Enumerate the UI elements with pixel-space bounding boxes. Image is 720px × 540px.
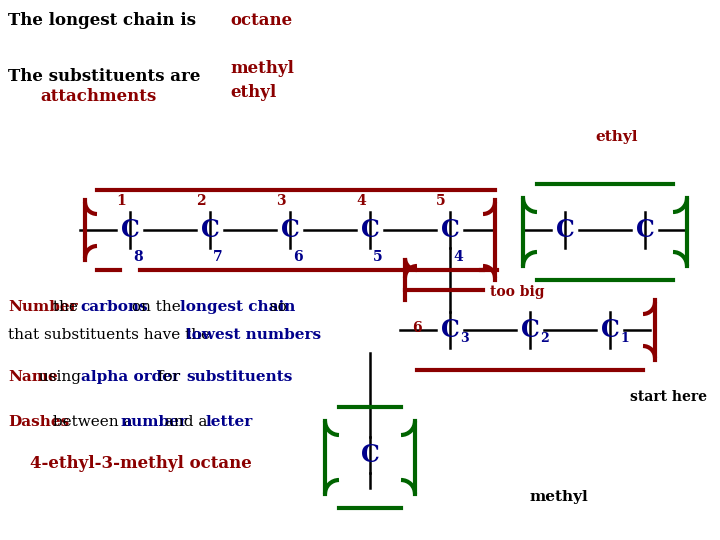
Text: Name: Name: [8, 370, 58, 384]
Text: ethyl: ethyl: [595, 130, 637, 144]
Text: letter: letter: [206, 415, 253, 429]
Text: longest chain: longest chain: [179, 300, 295, 314]
Text: C: C: [521, 318, 539, 342]
Text: for: for: [153, 370, 185, 384]
Text: 5: 5: [373, 250, 382, 264]
Text: carbons: carbons: [81, 300, 148, 314]
Text: alpha order: alpha order: [81, 370, 179, 384]
Text: 4-ethyl-3-methyl octane: 4-ethyl-3-methyl octane: [30, 455, 252, 472]
Text: 6: 6: [412, 321, 422, 335]
Text: C: C: [361, 443, 379, 467]
Text: 6: 6: [293, 250, 302, 264]
Text: octane: octane: [230, 12, 292, 29]
Text: The substituents are: The substituents are: [8, 68, 200, 85]
Text: 4: 4: [453, 250, 463, 264]
Text: ethyl: ethyl: [230, 84, 276, 101]
Text: C: C: [600, 318, 619, 342]
Text: C: C: [636, 218, 654, 242]
Text: number: number: [120, 415, 187, 429]
Text: C: C: [281, 218, 300, 242]
Text: C: C: [361, 218, 379, 242]
Text: substituents: substituents: [186, 370, 292, 384]
Text: attachments: attachments: [40, 88, 156, 105]
Text: methyl: methyl: [230, 60, 294, 77]
Text: on the: on the: [127, 300, 186, 314]
Text: lowest numbers: lowest numbers: [186, 328, 321, 342]
Text: 4: 4: [356, 194, 366, 208]
Text: C: C: [121, 218, 140, 242]
Text: C: C: [441, 318, 459, 342]
Text: C: C: [556, 218, 575, 242]
Text: 7: 7: [213, 250, 222, 264]
Text: 3: 3: [276, 194, 286, 208]
Text: 1: 1: [620, 332, 629, 345]
Text: methyl: methyl: [530, 490, 589, 504]
Text: start here: start here: [630, 390, 707, 404]
Text: 2: 2: [540, 332, 549, 345]
Text: Dashes: Dashes: [8, 415, 69, 429]
Text: that substituents have the: that substituents have the: [8, 328, 215, 342]
Text: 3: 3: [460, 332, 469, 345]
Text: 2: 2: [196, 194, 206, 208]
Text: so: so: [266, 300, 287, 314]
Text: The longest chain is: The longest chain is: [8, 12, 196, 29]
Text: using: using: [35, 370, 86, 384]
Text: 8: 8: [133, 250, 143, 264]
Text: 5: 5: [436, 194, 446, 208]
Text: and a: and a: [160, 415, 212, 429]
Text: the: the: [48, 300, 82, 314]
Text: C: C: [201, 218, 220, 242]
Text: Number: Number: [8, 300, 78, 314]
Text: 1: 1: [116, 194, 126, 208]
Text: between a: between a: [48, 415, 137, 429]
Text: C: C: [441, 218, 459, 242]
Text: too big: too big: [490, 285, 544, 299]
